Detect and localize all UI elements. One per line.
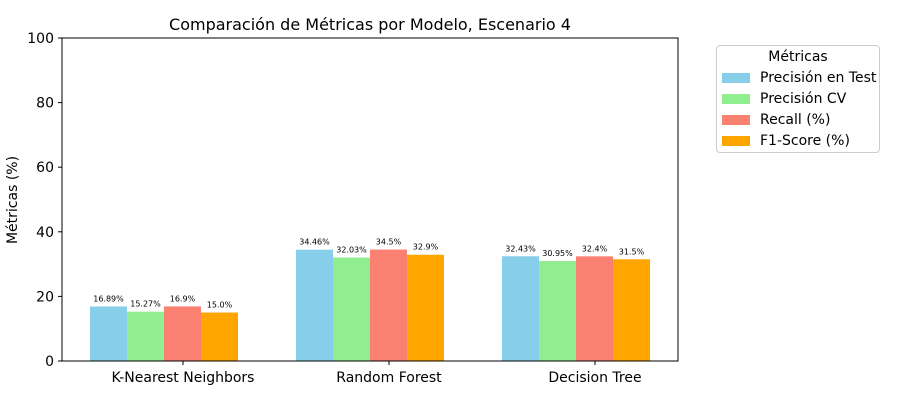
y-tick-label-1: 20 [36, 289, 54, 305]
data-label-3-1: 32.9% [413, 243, 439, 252]
bar-1-2 [539, 261, 576, 361]
bar-3-1 [407, 254, 444, 361]
data-label-2-0: 16.9% [170, 294, 196, 303]
x-tick-label-0: K-Nearest Neighbors [112, 370, 255, 386]
bar-0-2 [502, 256, 539, 361]
y-tick-label-0: 0 [45, 354, 54, 370]
x-tick-label-1: Random Forest [336, 370, 442, 386]
y-tick-label-4: 80 [36, 96, 54, 112]
legend-item-0: Precisión en Test [722, 68, 876, 88]
legend-swatch-3 [722, 136, 750, 146]
bar-1-1 [333, 257, 370, 361]
y-tick-label-2: 40 [36, 225, 54, 241]
data-label-2-1: 34.5% [376, 238, 402, 247]
data-label-2-2: 32.4% [582, 244, 608, 253]
legend-swatch-0 [722, 73, 750, 83]
plot-frame [61, 37, 679, 362]
bar-2-0 [164, 306, 201, 361]
chart-title: Comparación de Métricas por Modelo, Esce… [169, 15, 571, 34]
bar-2-2 [576, 256, 613, 361]
legend-item-3: F1-Score (%) [722, 131, 850, 151]
y-tick-label-3: 60 [36, 160, 54, 176]
legend-label-3: F1-Score (%) [760, 133, 850, 149]
legend-item-2: Recall (%) [722, 110, 830, 130]
bar-2-1 [370, 249, 407, 361]
data-label-0-2: 32.43% [505, 244, 536, 253]
legend-label-0: Precisión en Test [760, 70, 877, 86]
bar-1-0 [127, 311, 164, 361]
bar-3-0 [201, 312, 238, 361]
bar-3-2 [613, 259, 650, 361]
data-label-3-2: 31.5% [619, 247, 645, 256]
data-label-0-1: 34.46% [299, 238, 330, 247]
x-tick-label-2: Decision Tree [548, 370, 641, 386]
data-label-1-1: 32.03% [336, 246, 367, 255]
legend-item-1: Precisión CV [722, 89, 846, 109]
legend-swatch-2 [722, 115, 750, 125]
bar-0-0 [90, 306, 127, 361]
data-label-1-2: 30.95% [542, 249, 573, 258]
data-label-3-0: 15.0% [207, 301, 233, 310]
legend-swatch-1 [722, 94, 750, 104]
y-axis-label: Métricas (%) [5, 156, 21, 244]
y-tick-label-5: 100 [27, 31, 54, 47]
data-label-1-0: 15.27% [130, 300, 161, 309]
legend: Métricas Precisión en Test Precisión CV Re… [716, 45, 880, 153]
legend-title: Métricas [768, 49, 828, 65]
bar-0-1 [296, 249, 333, 361]
data-label-0-0: 16.89% [93, 294, 124, 303]
legend-label-2: Recall (%) [760, 112, 831, 128]
legend-label-1: Precisión CV [760, 91, 847, 107]
